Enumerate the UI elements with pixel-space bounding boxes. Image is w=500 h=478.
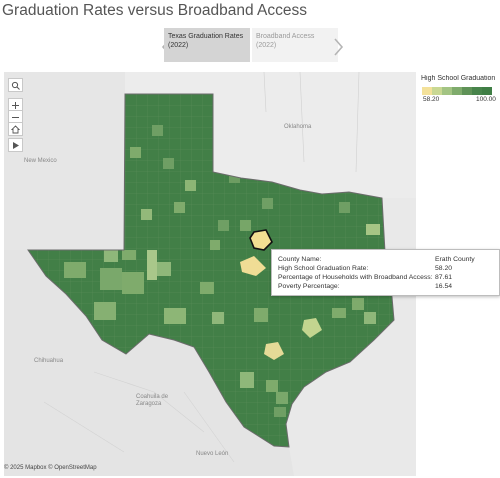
texas-county-map[interactable] — [4, 72, 416, 476]
pan-mode-button[interactable] — [8, 138, 23, 152]
county-tooltip: County Name: Erath County High School Gr… — [271, 249, 500, 296]
tooltip-label: Poverty Percentage: — [278, 283, 340, 290]
reset-map-button[interactable] — [8, 122, 23, 136]
oklahoma-label: Oklahoma — [284, 124, 312, 130]
pan-arrow-icon — [13, 141, 19, 149]
zoom-in-button[interactable] — [8, 98, 23, 111]
chevron-right-icon — [334, 38, 344, 56]
chihuahua-label: Chihuahua — [34, 358, 64, 364]
story-point-broadband[interactable]: Broadband Access (2022) — [252, 28, 338, 62]
legend-color-scale — [422, 87, 492, 95]
map-search-button[interactable] — [8, 78, 23, 92]
zoom-in-icon — [12, 101, 19, 109]
coahuila-label: Coahuila de Zaragoza — [136, 394, 169, 407]
new-mexico-label: New Mexico — [24, 158, 57, 164]
tooltip-label: County Name: — [278, 256, 322, 263]
tooltip-label: High School Graduation Rate: — [278, 265, 369, 272]
erath-county-highlight — [249, 229, 273, 251]
tooltip-label: Percentage of Households with Broadband … — [278, 274, 433, 281]
story-point-graduation[interactable]: Texas Graduation Rates (2022) — [164, 28, 250, 62]
tooltip-value: 58.20 — [435, 265, 453, 272]
legend-max-value: 100.00 — [476, 96, 496, 103]
tooltip-value: 87.61 — [435, 274, 453, 281]
legend-title: High School Graduation Rate — [421, 75, 497, 82]
map-attribution[interactable]: © 2025 Mapbox © OpenStreetMap — [4, 465, 97, 471]
zoom-out-button[interactable] — [8, 110, 23, 123]
next-story-arrow[interactable] — [331, 36, 345, 58]
zoom-out-icon — [12, 116, 19, 118]
map-area[interactable]: Oklahoma New Mexico Chihuahua Coahuila d… — [4, 72, 416, 476]
search-icon — [11, 81, 20, 90]
legend-min-value: 58.20 — [423, 96, 440, 103]
tooltip-value: 16.54 — [435, 283, 453, 290]
tooltip-value: Erath County — [435, 256, 475, 263]
home-icon — [11, 124, 20, 133]
page-title: Graduation Rates versus Broadband Access — [2, 2, 308, 19]
nuevo-leon-label: Nuevo León — [196, 451, 229, 457]
story-point-label: Texas Graduation Rates (2022) — [168, 33, 244, 49]
story-point-label: Broadband Access (2022) — [256, 33, 315, 49]
